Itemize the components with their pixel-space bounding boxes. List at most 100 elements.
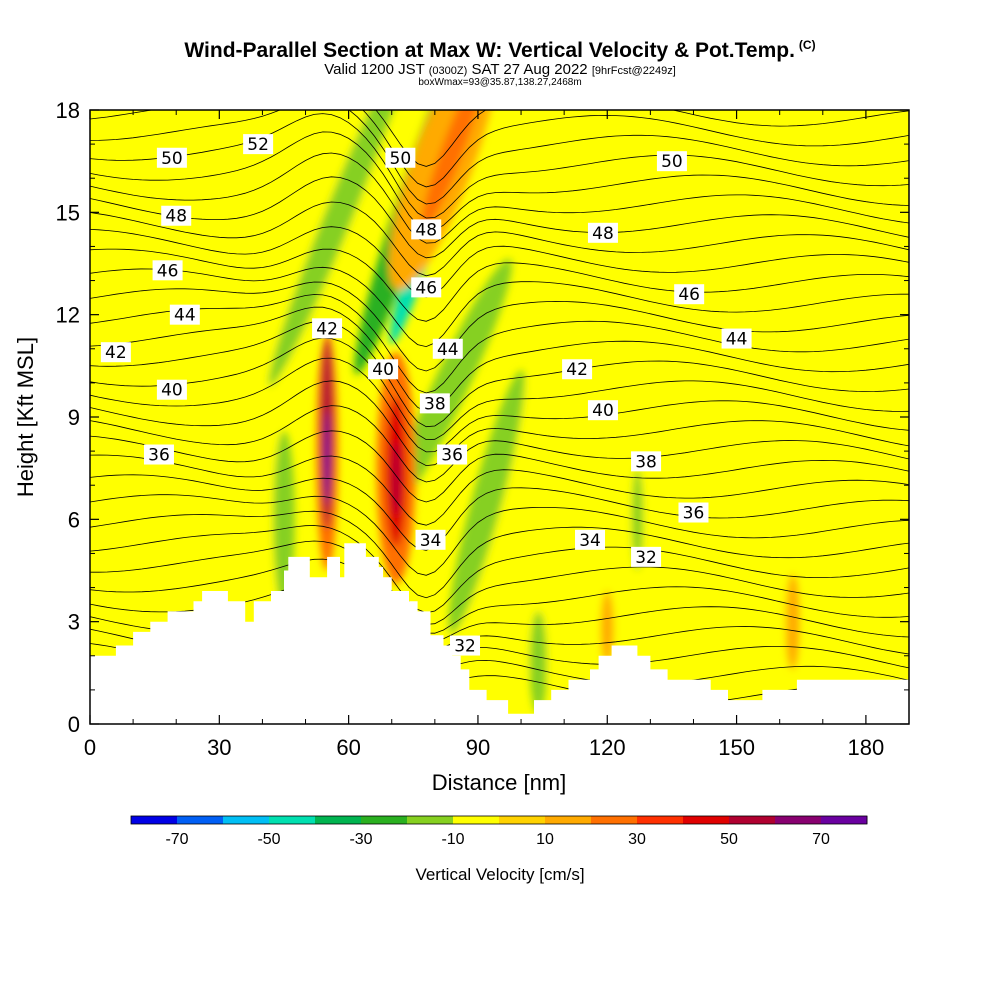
isentrope-line (90, 494, 909, 576)
contour-label: 44 (437, 340, 459, 360)
velocity-cell (785, 573, 800, 670)
isentrope-line (90, 226, 909, 298)
colorbar-tick-label: 30 (628, 831, 646, 848)
contour-label-box (143, 444, 174, 465)
x-tick-label: 90 (466, 735, 490, 760)
contour-label-box (575, 529, 606, 550)
contour-label-box (631, 546, 662, 567)
contour-label: 42 (316, 319, 338, 339)
colorbar-swatch (637, 816, 684, 824)
isentrope-line (90, 474, 909, 551)
velocity-cell (431, 339, 586, 724)
isentrope-line (90, 337, 909, 441)
contour-label-box (368, 359, 399, 380)
contour-label: 32 (635, 548, 657, 568)
contour-label: 36 (441, 446, 463, 466)
velocity-cell (448, 370, 525, 635)
contour-label: 36 (148, 446, 170, 466)
y-tick-label: 9 (68, 405, 80, 430)
contour-label-box (161, 205, 192, 226)
valid-time: Valid 1200 JST (324, 61, 425, 78)
colorbar-swatch (683, 816, 730, 824)
forecast-info: [9hrFcst@2249z] (591, 65, 676, 77)
isentrope-line (90, 320, 909, 428)
isentrope-line (90, 113, 909, 219)
contour-label-box (411, 219, 442, 240)
contour-label-box (562, 359, 593, 380)
colorbar-tick-label: 10 (536, 831, 554, 848)
x-tick-label: 180 (848, 735, 885, 760)
isentrope-line (90, 454, 909, 526)
velocity-cell (392, 259, 512, 507)
contour-label-box (437, 444, 468, 465)
colorbar-tick-label: -30 (349, 831, 372, 848)
contour-label-box (631, 451, 662, 472)
isentrope-line (90, 540, 909, 625)
colorbar-tick-label: -70 (165, 831, 188, 848)
contour-label: 40 (161, 381, 183, 401)
isentrope-line (90, 405, 909, 483)
contour-label-box (411, 277, 442, 298)
x-tick-label: 0 (84, 735, 96, 760)
isentrope-line (90, 248, 909, 322)
velocity-cell (392, 440, 400, 516)
colorbar-label: Vertical Velocity [cm/s] (415, 865, 584, 884)
y-tick-label: 15 (56, 200, 80, 225)
colorbar-swatch (269, 816, 316, 824)
y-tick-label: 18 (56, 98, 80, 123)
colorbar-swatch (315, 816, 362, 824)
chart-title-main: Wind-Parallel Section at Max W: Vertical… (184, 39, 795, 62)
contour-label-box (100, 342, 131, 363)
y-tick-label: 12 (56, 303, 80, 328)
contour-label: 46 (678, 285, 700, 305)
contour-label: 50 (161, 149, 183, 169)
colorbar-swatch (545, 816, 592, 824)
isentrope-line (90, 201, 909, 277)
colorbar-swatch (407, 816, 454, 824)
isentrope-line (90, 357, 909, 453)
velocity-cell (805, 485, 909, 724)
colorbar-tick-label: -10 (441, 831, 464, 848)
copyright-mark: (C) (798, 38, 816, 52)
contour-label-box (156, 379, 187, 400)
contour-label: 44 (174, 306, 196, 326)
x-axis-label: Distance [nm] (432, 770, 567, 795)
colorbar-swatch (821, 816, 868, 824)
chart-subtitle: Valid 1200 JST (0300Z) SAT 27 Aug 2022 [… (0, 61, 1000, 78)
colorbar-tick-label: 50 (720, 831, 738, 848)
isentrope-line (90, 510, 909, 599)
contour-label-box (450, 635, 481, 656)
contour-label: 42 (105, 343, 127, 363)
contour-label: 46 (157, 261, 179, 281)
isentrope-line (90, 306, 909, 412)
isentrope-line (90, 131, 909, 231)
velocity-cell (572, 110, 909, 417)
x-tick-label: 150 (718, 735, 755, 760)
velocity-cell (529, 611, 547, 714)
contour-label-box (156, 147, 187, 168)
contour-label-box (419, 393, 450, 414)
isentrope-line (90, 110, 909, 188)
velocity-cell (421, 110, 483, 232)
velocity-field (90, 110, 909, 724)
contour-label: 50 (661, 152, 683, 172)
velocity-cell (324, 410, 330, 506)
x-tick-label: 30 (207, 735, 231, 760)
contour-label: 36 (683, 504, 705, 524)
isentrope-line (90, 152, 909, 244)
theta-contours (90, 110, 909, 705)
contour-label-box (415, 529, 446, 550)
contour-label: 48 (165, 207, 187, 227)
y-tick-label: 0 (68, 712, 80, 737)
contour-label-box (721, 328, 752, 349)
velocity-cell (600, 590, 614, 667)
x-tick-label: 120 (589, 735, 626, 760)
isentrope-line (90, 558, 909, 634)
isentrope-line (375, 110, 909, 167)
isentrope-line (90, 176, 909, 259)
contour-label: 40 (592, 401, 614, 421)
contour-label: 52 (247, 135, 269, 155)
contour-label-box (152, 260, 183, 281)
